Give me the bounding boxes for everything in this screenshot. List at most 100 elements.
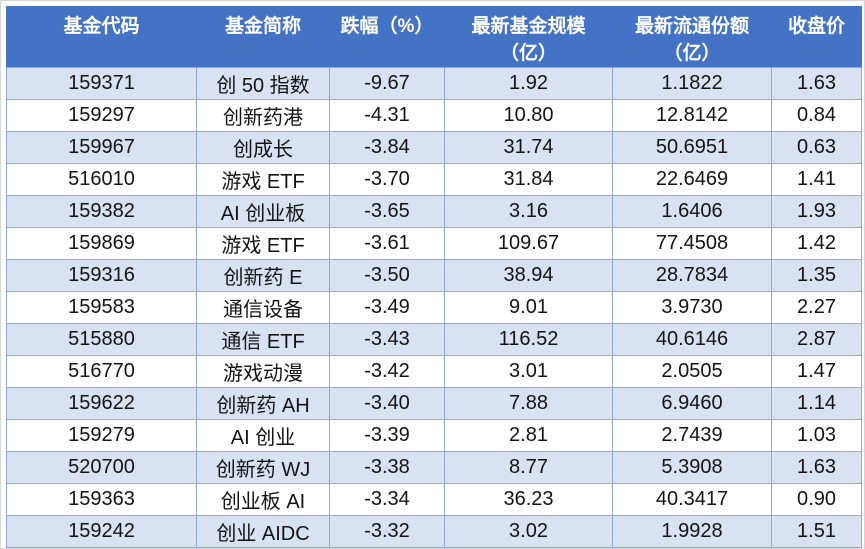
header-row: 基金代码 基金简称 跌幅（%） 最新基金规模 （亿） 最新流通份额 （亿） 收盘: [6, 6, 862, 68]
col-header-circulating-shares: 最新流通份额 （亿）: [612, 6, 772, 68]
cell-circulating-shares: 40.6146: [612, 323, 772, 356]
cell-decline-pct: -3.43: [329, 323, 445, 356]
table-row: 159363 创业板 AI -3.34 36.23 40.3417 0.90: [6, 483, 862, 516]
table-row: 515880 通信 ETF -3.43 116.52 40.6146 2.87: [6, 323, 862, 356]
col-header-label: 收盘价: [787, 16, 845, 37]
table-row: 520700 创新药 WJ -3.38 8.77 5.3908 1.63: [6, 451, 862, 484]
cell-fund-code: 159316: [6, 259, 197, 292]
table-row: 159583 通信设备 -3.49 9.01 3.9730 2.27: [6, 291, 862, 324]
cell-fund-code: 159363: [6, 483, 197, 516]
cell-circulating-shares: 77.4508: [612, 227, 772, 260]
col-header-label: 基金简称: [224, 16, 301, 37]
cell-fund-name: 创业板 AI: [196, 483, 330, 516]
cell-fund-code: 159242: [6, 515, 197, 548]
cell-decline-pct: -3.39: [329, 419, 445, 452]
cell-decline-pct: -4.31: [329, 99, 445, 132]
cell-close-price: 1.63: [771, 451, 862, 484]
cell-circulating-shares: 22.6469: [612, 163, 772, 196]
cell-fund-code: 159371: [6, 67, 197, 100]
cell-decline-pct: -3.32: [329, 515, 445, 548]
cell-fund-scale: 3.16: [444, 195, 613, 228]
col-header-decline-pct: 跌幅（%）: [329, 6, 445, 68]
cell-fund-code: 516770: [6, 355, 197, 388]
cell-fund-code: 159622: [6, 387, 197, 420]
cell-close-price: 1.63: [771, 67, 862, 100]
fund-table: 基金代码 基金简称 跌幅（%） 最新基金规模 （亿） 最新流通份额 （亿） 收盘: [6, 6, 862, 548]
cell-fund-code: 159279: [6, 419, 197, 452]
cell-fund-scale: 2.81: [444, 419, 613, 452]
cell-fund-name: 通信 ETF: [196, 323, 330, 356]
col-header-label: 最新流通份额: [634, 16, 749, 37]
cell-close-price: 1.41: [771, 163, 862, 196]
cell-fund-scale: 38.94: [444, 259, 613, 292]
cell-fund-code: 159967: [6, 131, 197, 164]
cell-close-price: 0.63: [771, 131, 862, 164]
cell-fund-code: 515880: [6, 323, 197, 356]
cell-circulating-shares: 1.6406: [612, 195, 772, 228]
cell-circulating-shares: 1.9928: [612, 515, 772, 548]
cell-circulating-shares: 40.3417: [612, 483, 772, 516]
cell-close-price: 2.27: [771, 291, 862, 324]
cell-fund-name: 游戏动漫: [196, 355, 330, 388]
cell-fund-code: 159869: [6, 227, 197, 260]
table-row: 159371 创 50 指数 -9.67 1.92 1.1822 1.63: [6, 67, 862, 100]
cell-decline-pct: -3.65: [329, 195, 445, 228]
cell-fund-name: AI 创业: [196, 419, 330, 452]
cell-fund-scale: 8.77: [444, 451, 613, 484]
cell-close-price: 0.90: [771, 483, 862, 516]
cell-close-price: 1.47: [771, 355, 862, 388]
cell-fund-name: 游戏 ETF: [196, 163, 330, 196]
col-header-close-price: 收盘价: [771, 6, 862, 68]
cell-close-price: 1.35: [771, 259, 862, 292]
cell-fund-scale: 3.02: [444, 515, 613, 548]
cell-decline-pct: -3.70: [329, 163, 445, 196]
cell-fund-scale: 109.67: [444, 227, 613, 260]
table-row: 159279 AI 创业 -3.39 2.81 2.7439 1.03: [6, 419, 862, 452]
cell-circulating-shares: 6.9460: [612, 387, 772, 420]
cell-close-price: 1.93: [771, 195, 862, 228]
cell-close-price: 1.51: [771, 515, 862, 548]
cell-fund-scale: 7.88: [444, 387, 613, 420]
cell-fund-name: 创新药 E: [196, 259, 330, 292]
cell-close-price: 1.03: [771, 419, 862, 452]
table-row: 516010 游戏 ETF -3.70 31.84 22.6469 1.41: [6, 163, 862, 196]
table-row: 159242 创业 AIDC -3.32 3.02 1.9928 1.51: [6, 515, 862, 548]
col-header-label: 最新基金规模: [471, 16, 586, 37]
col-header-fund-name: 基金简称: [196, 6, 330, 68]
cell-fund-scale: 31.84: [444, 163, 613, 196]
cell-circulating-shares: 3.9730: [612, 291, 772, 324]
table-row: 159316 创新药 E -3.50 38.94 28.7834 1.35: [6, 259, 862, 292]
cell-fund-name: 创新药港: [196, 99, 330, 132]
col-header-label: 跌幅（%）: [340, 16, 434, 37]
cell-close-price: 1.14: [771, 387, 862, 420]
cell-fund-scale: 36.23: [444, 483, 613, 516]
cell-fund-name: 通信设备: [196, 291, 330, 324]
cell-fund-name: 创新药 WJ: [196, 451, 330, 484]
cell-close-price: 2.87: [771, 323, 862, 356]
cell-decline-pct: -3.38: [329, 451, 445, 484]
cell-decline-pct: -3.34: [329, 483, 445, 516]
cell-circulating-shares: 2.7439: [612, 419, 772, 452]
cell-close-price: 1.42: [771, 227, 862, 260]
cell-fund-code: 520700: [6, 451, 197, 484]
cell-fund-name: 创新药 AH: [196, 387, 330, 420]
col-header-label: 基金代码: [63, 16, 140, 37]
cell-fund-code: 159583: [6, 291, 197, 324]
col-header-fund-code: 基金代码: [6, 6, 197, 68]
cell-fund-code: 159297: [6, 99, 197, 132]
col-header-unit: （亿）: [663, 43, 721, 64]
cell-fund-name: 创 50 指数: [196, 67, 330, 100]
cell-fund-scale: 3.01: [444, 355, 613, 388]
cell-fund-name: 创成长: [196, 131, 330, 164]
table-row: 159967 创成长 -3.84 31.74 50.6951 0.63: [6, 131, 862, 164]
cell-circulating-shares: 28.7834: [612, 259, 772, 292]
cell-decline-pct: -3.40: [329, 387, 445, 420]
cell-fund-scale: 9.01: [444, 291, 613, 324]
cell-fund-scale: 1.92: [444, 67, 613, 100]
cell-circulating-shares: 1.1822: [612, 67, 772, 100]
cell-fund-scale: 31.74: [444, 131, 613, 164]
cell-circulating-shares: 12.8142: [612, 99, 772, 132]
cell-decline-pct: -3.61: [329, 227, 445, 260]
table-row: 159297 创新药港 -4.31 10.80 12.8142 0.84: [6, 99, 862, 132]
